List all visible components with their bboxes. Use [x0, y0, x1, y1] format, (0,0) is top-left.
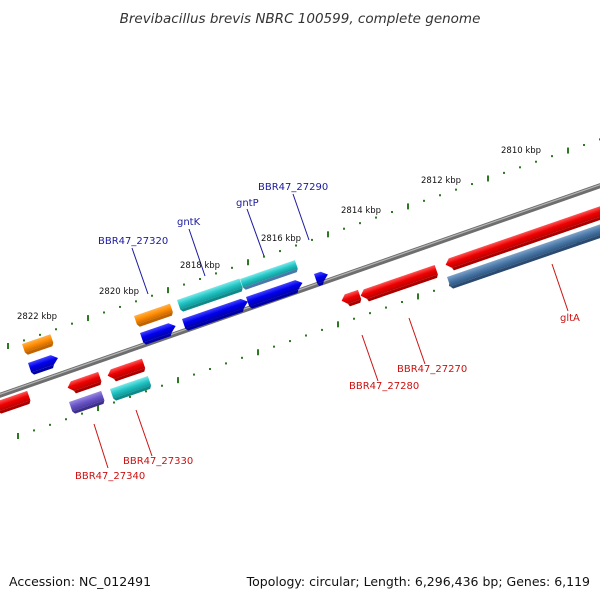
- leader-27280: [361, 334, 379, 382]
- label-leader-lines: [93, 193, 569, 469]
- leader-27270: [408, 317, 426, 365]
- gene-label-glta[interactable]: gltA: [560, 313, 580, 324]
- gene-label-bbr47-27270[interactable]: BBR47_27270: [397, 364, 467, 375]
- gene-arrow-blue-left[interactable]: [28, 353, 61, 375]
- kbp-label-2822: 2822 kbp: [17, 312, 57, 322]
- kbp-label-2812: 2812 kbp: [421, 176, 461, 186]
- gene-label-bbr47-27280[interactable]: BBR47_27280: [349, 381, 419, 392]
- gene-arrow-red-27330[interactable]: [106, 358, 146, 384]
- gene-arrow-orange-27320[interactable]: [134, 303, 174, 328]
- gene-label-gntp[interactable]: gntP: [236, 198, 259, 209]
- gene-label-bbr47-27290[interactable]: BBR47_27290: [258, 182, 328, 193]
- accession-text: Accession: NC_012491: [9, 574, 151, 589]
- gene-arrow-cyan-gntk[interactable]: [177, 278, 244, 313]
- gene-arrow-steel-glta[interactable]: [447, 220, 600, 289]
- gene-arrow-purple-27340[interactable]: [69, 390, 105, 414]
- leader-27330: [135, 409, 153, 457]
- forward-tick-row: [7, 138, 600, 349]
- genome-summary-text: Topology: circular; Length: 6,296,436 bp…: [246, 574, 590, 589]
- leader-27320: [131, 247, 149, 295]
- kbp-label-2816: 2816 kbp: [261, 234, 301, 244]
- genome-title: Brevibacillus brevis NBRC 100599, comple…: [120, 11, 481, 27]
- leader-27340: [93, 423, 109, 469]
- gene-label-bbr47-27340[interactable]: BBR47_27340: [75, 471, 145, 482]
- gene-arrow-cyan-27330[interactable]: [110, 375, 152, 401]
- gene-arrow-red-glta[interactable]: [444, 203, 600, 272]
- gene-arrow-red-27280[interactable]: [340, 289, 362, 308]
- gene-arrow-red-27270[interactable]: [359, 264, 439, 303]
- leader-gntk: [188, 228, 206, 277]
- leader-glta: [551, 263, 569, 312]
- kbp-label-2818: 2818 kbp: [180, 261, 220, 271]
- kbp-label-2820: 2820 kbp: [99, 287, 139, 297]
- gene-arrow-blue-gntp[interactable]: [246, 278, 305, 309]
- kbp-label-2810: 2810 kbp: [501, 146, 541, 156]
- gene-arrow-cyan-gntp[interactable]: [240, 260, 299, 290]
- gene-arrow-red-27340[interactable]: [66, 371, 102, 395]
- leader-27290: [292, 193, 310, 241]
- gene-label-bbr47-27330[interactable]: BBR47_27330: [123, 456, 193, 467]
- gene-features: [0, 203, 600, 414]
- gene-label-gntk[interactable]: gntK: [177, 217, 201, 228]
- gene-arrow-red-far-left[interactable]: [0, 390, 31, 414]
- gene-arrow-orange-left[interactable]: [22, 334, 54, 355]
- leader-gntp: [246, 208, 265, 257]
- gene-arrow-blue-27290[interactable]: [314, 270, 331, 287]
- genome-backbone: [0, 183, 600, 398]
- kbp-labels: 2810 kbp 2812 kbp 2814 kbp 2816 kbp 2818…: [17, 146, 541, 322]
- gene-arrow-blue-gntk[interactable]: [182, 297, 251, 331]
- gene-label-bbr47-27320[interactable]: BBR47_27320: [98, 236, 168, 247]
- gene-labels: BBR47_27290 gntP gntK BBR47_27320 gltA B…: [75, 182, 580, 482]
- gene-arrow-blue-27320[interactable]: [140, 321, 178, 345]
- kbp-label-2814: 2814 kbp: [341, 206, 381, 216]
